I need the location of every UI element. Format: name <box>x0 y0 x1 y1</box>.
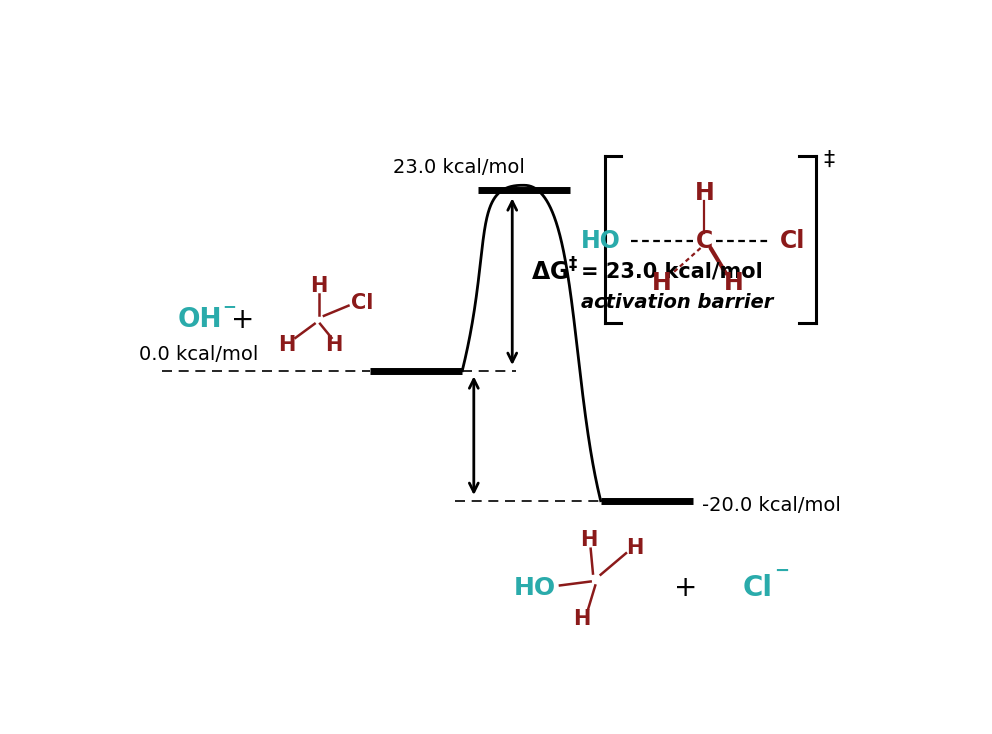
Text: 23.0 kcal/mol: 23.0 kcal/mol <box>393 159 525 178</box>
Text: Cl: Cl <box>743 574 773 603</box>
Text: H: H <box>325 335 342 355</box>
Text: +: + <box>674 574 697 603</box>
Text: −: − <box>222 297 236 315</box>
Text: = 23.0 kcal/mol: = 23.0 kcal/mol <box>581 262 763 282</box>
Text: activation barrier: activation barrier <box>581 294 774 313</box>
Text: +: + <box>231 306 255 334</box>
Text: H: H <box>627 537 644 558</box>
Text: HO: HO <box>580 229 621 252</box>
Text: OH: OH <box>178 307 222 333</box>
Text: 0.0 kcal/mol: 0.0 kcal/mol <box>139 345 259 364</box>
Text: H: H <box>310 276 327 296</box>
Text: Cl: Cl <box>351 293 374 313</box>
Text: −: − <box>774 562 789 581</box>
Text: -20.0 kcal/mol: -20.0 kcal/mol <box>702 495 841 515</box>
Text: Cl: Cl <box>780 229 806 252</box>
Text: H: H <box>580 530 598 550</box>
Text: $\mathbf{\Delta G^{\ddagger}}$: $\mathbf{\Delta G^{\ddagger}}$ <box>532 258 579 286</box>
Text: H: H <box>694 181 714 205</box>
Text: ‡: ‡ <box>823 150 834 170</box>
Text: HO: HO <box>514 576 557 600</box>
Text: C: C <box>695 229 713 252</box>
Text: H: H <box>653 271 672 295</box>
Text: H: H <box>724 271 744 295</box>
Text: H: H <box>572 609 590 629</box>
Text: H: H <box>279 335 296 355</box>
